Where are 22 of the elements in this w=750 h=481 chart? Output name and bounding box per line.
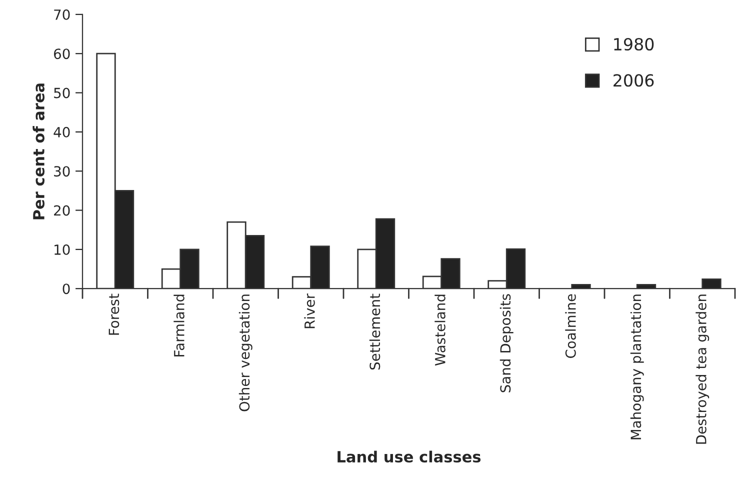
x-tick-label: Coalmine: [565, 294, 576, 358]
x-tick-label: Mahogany plantation: [630, 294, 644, 440]
y-tick-label: 40: [54, 126, 70, 138]
x-tick-label: Forest: [108, 294, 120, 335]
y-tick-label: 20: [54, 205, 70, 216]
x-tick-label: Farmland: [174, 294, 184, 356]
x-tick-label: Other vegetation: [238, 294, 252, 412]
legend-label: 1980: [614, 38, 654, 51]
y-tick-label: 70: [54, 9, 70, 20]
y-tick-label: 0: [62, 284, 70, 294]
x-tick-label: Sand Deposits: [500, 294, 514, 392]
x-axis-title: Land use classes: [338, 450, 481, 463]
legend-label: 2006: [614, 74, 654, 87]
x-tick-label: Wasteland: [434, 294, 446, 366]
x-tick-label: Destroyed tea garden: [696, 294, 710, 444]
y-tick-label: 10: [54, 244, 70, 255]
y-tick-label: 30: [54, 166, 70, 177]
x-tick-label: River: [304, 293, 315, 328]
y-axis-title: Per cent of area: [32, 84, 45, 220]
y-tick-label: 60: [54, 48, 70, 60]
x-tick-label: Settlement: [369, 294, 380, 370]
y-tick-label: 50: [54, 88, 70, 98]
